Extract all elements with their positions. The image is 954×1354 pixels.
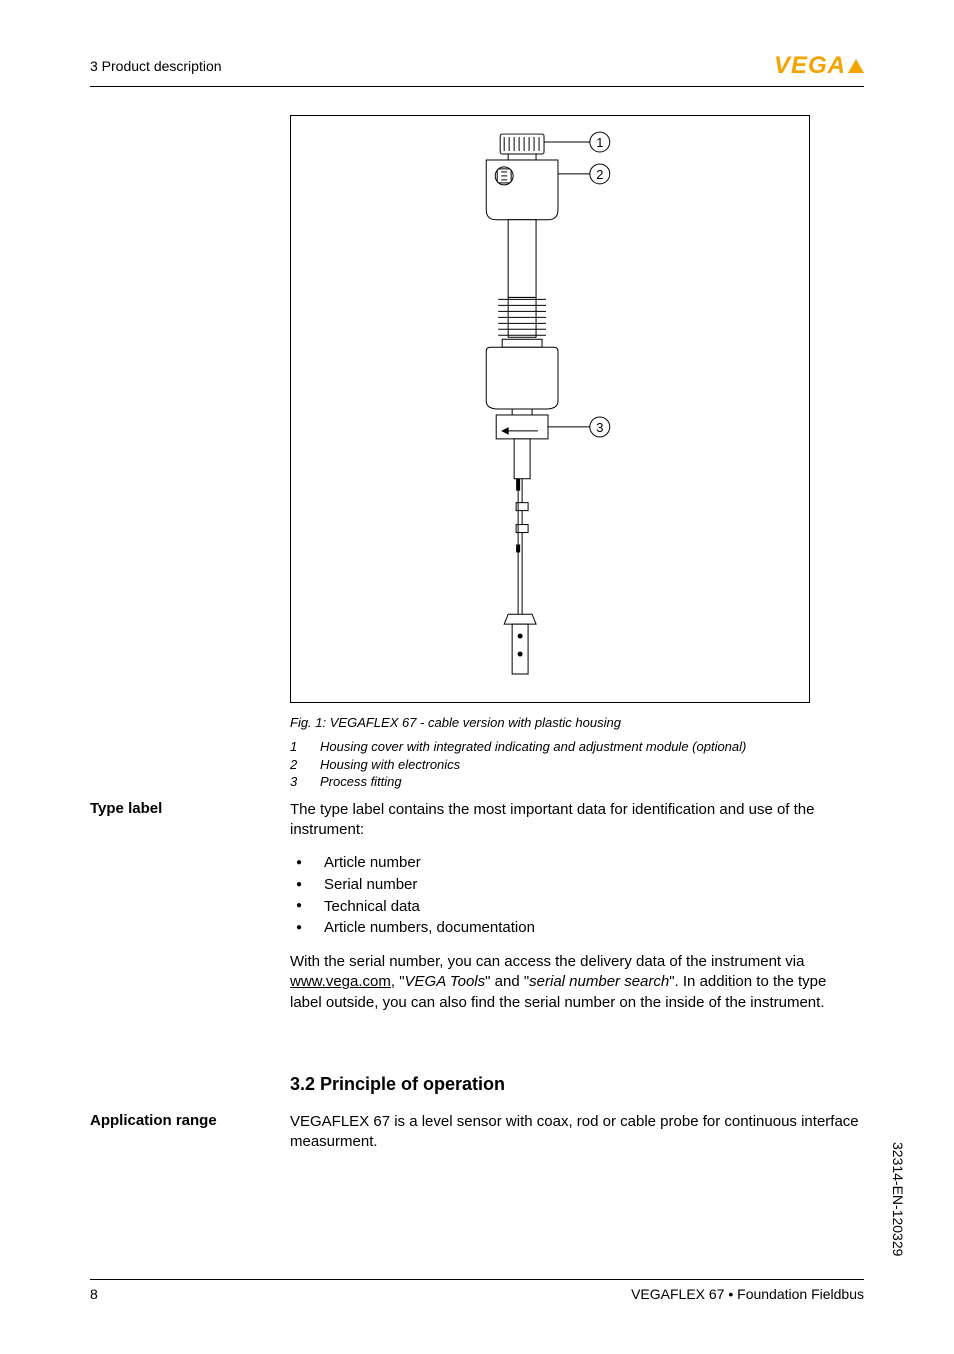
callout-2: 2 bbox=[596, 167, 603, 182]
legend-num: 2 bbox=[290, 756, 302, 774]
vega-logo: VEGA bbox=[774, 52, 864, 80]
callout-3: 3 bbox=[596, 420, 603, 435]
list-item: Technical data bbox=[290, 896, 860, 918]
legend-num: 1 bbox=[290, 738, 302, 756]
document-id-vertical: 32314-EN-120329 bbox=[890, 1142, 906, 1256]
footer-title: VEGAFLEX 67 • Foundation Fieldbus bbox=[631, 1286, 864, 1302]
legend-row: 1 Housing cover with integrated indicati… bbox=[290, 738, 746, 756]
type-label-bullets: Article number Serial number Technical d… bbox=[290, 852, 860, 939]
header-section-label: 3 Product description bbox=[90, 58, 222, 74]
legend-row: 3 Process fitting bbox=[290, 773, 746, 791]
para-text: , " bbox=[391, 973, 405, 990]
legend-row: 2 Housing with electronics bbox=[290, 756, 746, 774]
para-text: " and " bbox=[485, 973, 529, 990]
figure-legend: 1 Housing cover with integrated indicati… bbox=[290, 738, 746, 791]
logo-text: VEGA bbox=[774, 52, 846, 80]
type-label-paragraph: With the serial number, you can access t… bbox=[290, 952, 860, 1013]
italic-text: VEGA Tools bbox=[405, 973, 486, 990]
para-text: With the serial number, you can access t… bbox=[290, 953, 804, 970]
figure-1-box: 1 2 3 bbox=[290, 115, 810, 703]
page-number: 8 bbox=[90, 1286, 98, 1302]
application-range-text: VEGAFLEX 67 is a level sensor with coax,… bbox=[290, 1112, 860, 1153]
logo-triangle-icon bbox=[848, 59, 864, 73]
legend-text: Process fitting bbox=[320, 773, 402, 791]
list-item: Article numbers, documentation bbox=[290, 917, 860, 939]
application-range-label: Application range bbox=[90, 1112, 217, 1129]
page-header: 3 Product description VEGA bbox=[90, 52, 864, 87]
vegaflex-diagram: 1 2 3 bbox=[291, 116, 809, 702]
section-3-2-heading: 3.2 Principle of operation bbox=[290, 1072, 860, 1096]
type-label-heading: Type label bbox=[90, 800, 162, 817]
figure-caption: Fig. 1: VEGAFLEX 67 - cable version with… bbox=[290, 715, 621, 730]
legend-text: Housing cover with integrated indicating… bbox=[320, 738, 746, 756]
page-footer: 8 VEGAFLEX 67 • Foundation Fieldbus bbox=[90, 1279, 864, 1302]
list-item: Article number bbox=[290, 852, 860, 874]
callout-1: 1 bbox=[596, 135, 603, 150]
vega-link[interactable]: www.vega.com bbox=[290, 973, 391, 990]
legend-text: Housing with electronics bbox=[320, 756, 460, 774]
italic-text: serial number search bbox=[529, 973, 669, 990]
list-item: Serial number bbox=[290, 874, 860, 896]
legend-num: 3 bbox=[290, 773, 302, 791]
type-label-intro: The type label contains the most importa… bbox=[290, 800, 860, 841]
